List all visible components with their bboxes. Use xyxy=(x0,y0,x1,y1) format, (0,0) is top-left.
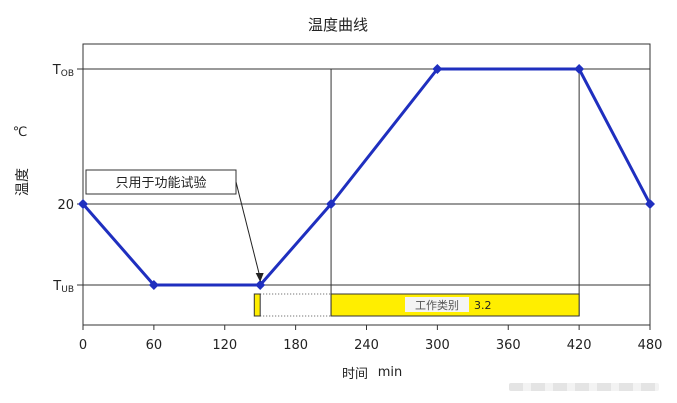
x-tick-label-180: 180 xyxy=(283,338,308,353)
operation-label-bg xyxy=(405,297,469,312)
x-tick-label-0: 0 xyxy=(79,338,87,353)
callout-box xyxy=(85,169,237,195)
x-tick-label-420: 420 xyxy=(567,338,592,353)
x-axis-label: 时间 xyxy=(342,367,368,382)
data-point-3 xyxy=(326,199,337,209)
chart-title: 温度曲线 xyxy=(308,16,368,34)
functional-test-bar xyxy=(253,293,261,317)
data-point-4 xyxy=(432,64,443,74)
x-tick-label-240: 240 xyxy=(354,338,379,353)
x-tick-label-360: 360 xyxy=(496,338,521,353)
data-point-0 xyxy=(78,199,88,209)
y-tick-label-sub: OB xyxy=(61,69,74,79)
callout-text: 只用于功能试验 xyxy=(115,175,206,191)
y-tick-label-20: 20 xyxy=(57,198,74,213)
y-tick-label-main: 20 xyxy=(57,198,74,213)
y-axis-label: 温度 xyxy=(15,168,31,196)
data-point-2 xyxy=(255,280,266,290)
y-tick-label-T_UB: TUB xyxy=(52,279,74,295)
callout-arrow-head xyxy=(255,273,264,282)
x-tick-label-480: 480 xyxy=(638,338,663,353)
y-tick-label-T_OB: TOB xyxy=(52,63,74,79)
x-tick-label-60: 60 xyxy=(146,338,163,353)
data-point-1 xyxy=(148,280,159,290)
x-axis-unit: min xyxy=(378,365,403,380)
x-tick-label-120: 120 xyxy=(212,338,237,353)
operation-category-label: 工作类别 xyxy=(415,298,459,312)
x-tick-label-300: 300 xyxy=(425,338,450,353)
y-tick-label-sub: UB xyxy=(61,285,74,295)
watermark xyxy=(509,383,659,391)
y-axis-unit: ℃ xyxy=(13,125,28,140)
operation-category-value: 3.2 xyxy=(474,299,492,312)
y-tick-label-main: T xyxy=(52,279,61,294)
y-tick-label-main: T xyxy=(52,63,61,78)
callout-arrow-line xyxy=(235,181,261,279)
data-point-5 xyxy=(574,64,585,74)
data-point-6 xyxy=(645,199,655,209)
